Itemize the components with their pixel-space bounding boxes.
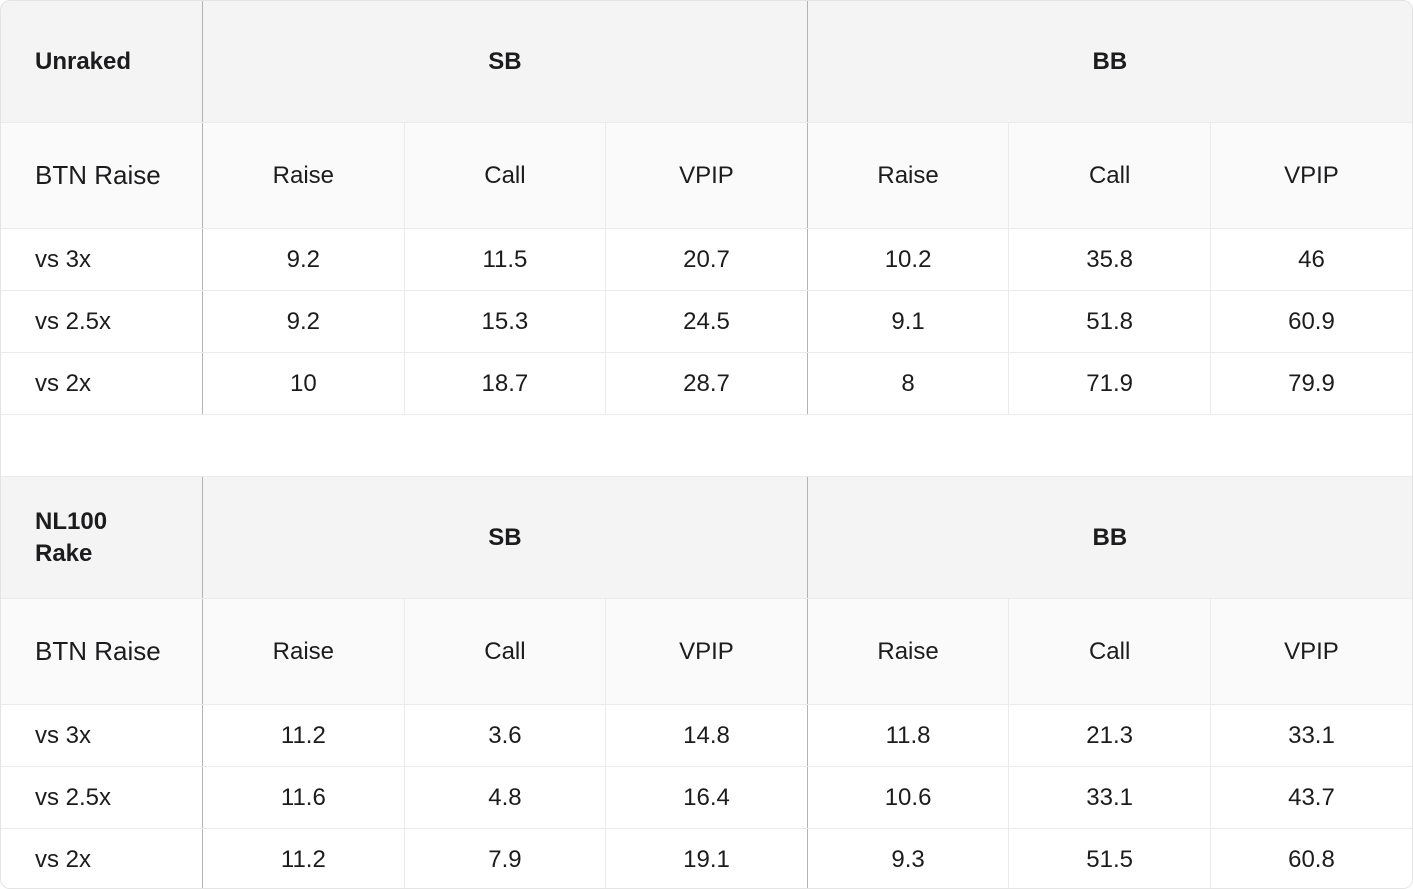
section-1-group-sb: SB [202, 1, 808, 123]
table-cell: 19.1 [605, 828, 808, 888]
table-cell: 11.6 [202, 766, 405, 829]
table-cell: 20.7 [605, 228, 808, 291]
row-label: vs 3x [1, 704, 204, 767]
table-row: vs 2x 11.2 7.9 19.1 9.3 51.5 60.8 [1, 828, 1412, 888]
section-2-title-line-2: Rake [35, 539, 93, 567]
column-header: Raise [807, 598, 1010, 705]
column-header: VPIP [1210, 122, 1412, 229]
table-cell: 24.5 [605, 290, 808, 353]
section-1-title: Unraked [1, 1, 204, 123]
table-cell: 35.8 [1008, 228, 1211, 291]
table-cell: 14.8 [605, 704, 808, 767]
section-spacer [1, 414, 1412, 477]
table-cell: 10 [202, 352, 405, 415]
column-header: Call [404, 122, 607, 229]
column-header: Raise [807, 122, 1010, 229]
section-1-group-header: Unraked SB BB [1, 1, 1412, 123]
table-cell: 11.5 [404, 228, 607, 291]
table-cell: 4.8 [404, 766, 607, 829]
column-header: Raise [202, 598, 405, 705]
spacer-cell [1, 414, 1412, 477]
table-cell: 43.7 [1210, 766, 1412, 829]
table-cell: 11.8 [807, 704, 1010, 767]
table-cell: 7.9 [404, 828, 607, 888]
table-cell: 8 [807, 352, 1010, 415]
table-cell: 60.8 [1210, 828, 1412, 888]
table-row: vs 2.5x 11.6 4.8 16.4 10.6 33.1 43.7 [1, 766, 1412, 829]
table-cell: 51.8 [1008, 290, 1211, 353]
column-header: Call [1008, 122, 1211, 229]
table-cell: 46 [1210, 228, 1412, 291]
table-row: vs 2x 10 18.7 28.7 8 71.9 79.9 [1, 352, 1412, 415]
table-row: vs 3x 9.2 11.5 20.7 10.2 35.8 46 [1, 228, 1412, 291]
row-label: vs 2x [1, 352, 204, 415]
section-2-group-bb: BB [807, 476, 1412, 599]
table-cell: 9.1 [807, 290, 1010, 353]
section-2-group-header: NL100 Rake SB BB [1, 476, 1412, 599]
section-2-title: NL100 Rake [1, 476, 204, 599]
table-cell: 18.7 [404, 352, 607, 415]
row-label: vs 2x [1, 828, 204, 888]
table-cell: 16.4 [605, 766, 808, 829]
table-cell: 9.2 [202, 228, 405, 291]
section-1-row-header: BTN Raise [1, 122, 204, 229]
section-2-row-header: BTN Raise [1, 598, 204, 705]
table-cell: 10.6 [807, 766, 1010, 829]
table-cell: 11.2 [202, 704, 405, 767]
table-cell: 60.9 [1210, 290, 1412, 353]
table-cell: 33.1 [1008, 766, 1211, 829]
table-cell: 10.2 [807, 228, 1010, 291]
row-label: vs 3x [1, 228, 204, 291]
table-cell: 71.9 [1008, 352, 1211, 415]
column-header: Call [1008, 598, 1211, 705]
table-cell: 51.5 [1008, 828, 1211, 888]
table-row: vs 3x 11.2 3.6 14.8 11.8 21.3 33.1 [1, 704, 1412, 767]
section-1-group-bb: BB [807, 1, 1412, 123]
column-header: Raise [202, 122, 405, 229]
column-header: VPIP [1210, 598, 1412, 705]
table-cell: 11.2 [202, 828, 405, 888]
column-header: Call [404, 598, 607, 705]
table-cell: 21.3 [1008, 704, 1211, 767]
table-row: vs 2.5x 9.2 15.3 24.5 9.1 51.8 60.9 [1, 290, 1412, 353]
table-cell: 33.1 [1210, 704, 1412, 767]
table-cell: 79.9 [1210, 352, 1412, 415]
table-cell: 28.7 [605, 352, 808, 415]
section-2-column-header: BTN Raise Raise Call VPIP Raise Call VPI… [1, 598, 1412, 705]
section-2-title-line-1: NL100 [35, 507, 108, 535]
column-header: VPIP [605, 598, 808, 705]
table-cell: 3.6 [404, 704, 607, 767]
row-label: vs 2.5x [1, 290, 204, 353]
table-cell: 15.3 [404, 290, 607, 353]
table-cell: 9.3 [807, 828, 1010, 888]
section-2-group-sb: SB [202, 476, 808, 599]
section-1-column-header: BTN Raise Raise Call VPIP Raise Call VPI… [1, 122, 1412, 229]
row-label: vs 2.5x [1, 766, 204, 829]
column-header: VPIP [605, 122, 808, 229]
table-cell: 9.2 [202, 290, 405, 353]
